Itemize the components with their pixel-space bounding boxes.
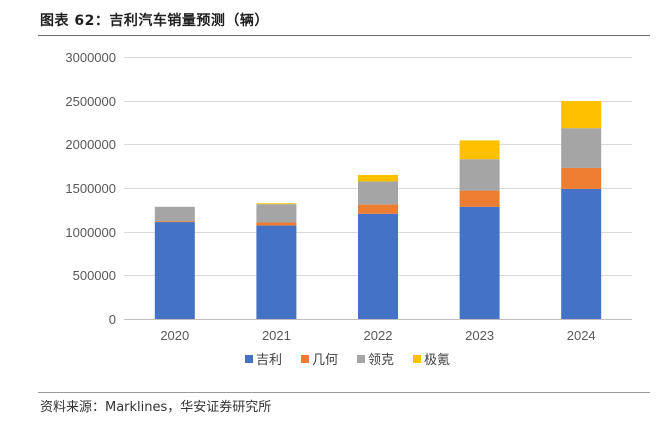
legend-label: 吉利: [256, 353, 282, 368]
bar-segment: [358, 181, 398, 205]
x-tick-label: 2021: [262, 328, 291, 343]
source-rule: [38, 392, 650, 393]
bar-segment: [459, 159, 500, 191]
legend-swatch: [357, 355, 365, 363]
legend-swatch: [413, 355, 421, 363]
bar-segment: [154, 221, 195, 223]
legend-label: 极氪: [424, 352, 450, 368]
y-tick-label: 3000000: [65, 50, 116, 65]
bars: [154, 101, 602, 319]
bar-segment: [459, 140, 500, 160]
bar-segment: [459, 190, 500, 207]
y-tick-label: 2000000: [65, 137, 116, 152]
y-tick-label: 0: [109, 312, 116, 327]
y-tick-label: 1500000: [65, 181, 116, 196]
x-tick-label: 2022: [364, 328, 393, 343]
bar-segment: [561, 101, 602, 129]
legend-swatch: [301, 355, 309, 363]
legend-label: 领克: [368, 353, 394, 368]
y-tick-label: 1000000: [65, 225, 116, 240]
y-tick-label: 2500000: [65, 94, 116, 109]
legend: 吉利 几何 领克 极氪: [245, 352, 450, 368]
x-tick-label: 2024: [567, 328, 596, 343]
bar-segment: [256, 204, 297, 223]
x-axis: 2020 2021 2022 2023 2024: [160, 328, 595, 343]
bar-segment: [459, 206, 500, 319]
bar-segment: [256, 225, 297, 319]
bar-segment: [561, 188, 602, 319]
bar-segment: [561, 167, 602, 189]
bar-segment: [358, 204, 398, 214]
bar-segment: [256, 222, 297, 226]
figure-title: 图表 62：吉利汽车销量预测（辆）: [40, 13, 269, 29]
source-note: 资料来源：Marklines，华安证券研究所: [40, 400, 272, 415]
legend-label: 几何: [312, 352, 338, 368]
title-rule: [38, 35, 650, 36]
y-tick-label: 500000: [73, 268, 116, 283]
bar-segment: [256, 203, 297, 205]
bar-segment: [561, 128, 602, 168]
x-tick-label: 2023: [465, 328, 494, 343]
y-axis: 0 500000 1000000 1500000 2000000 2500000 30000…: [65, 50, 116, 327]
bar-segment: [358, 213, 398, 319]
bar-segment: [154, 222, 195, 319]
legend-swatch: [245, 355, 253, 363]
x-tick-label: 2020: [160, 328, 189, 343]
bar-segment: [358, 174, 398, 182]
bar-segment: [154, 206, 195, 222]
stacked-bar-chart: 0 500000 1000000 1500000 2000000 2500000 30000…: [65, 50, 632, 368]
